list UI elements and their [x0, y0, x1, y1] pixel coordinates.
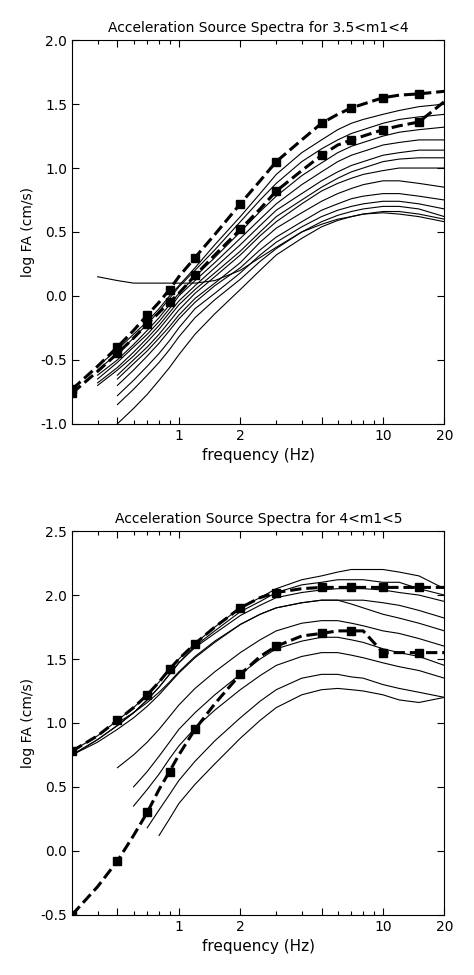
Y-axis label: log FA (cm/s): log FA (cm/s)	[21, 187, 35, 277]
Y-axis label: log FA (cm/s): log FA (cm/s)	[21, 678, 35, 768]
Title: Acceleration Source Spectra for 3.5<m1<4: Acceleration Source Spectra for 3.5<m1<4	[108, 20, 409, 35]
X-axis label: frequency (Hz): frequency (Hz)	[202, 939, 315, 955]
X-axis label: frequency (Hz): frequency (Hz)	[202, 448, 315, 463]
Title: Acceleration Source Spectra for 4<m1<5: Acceleration Source Spectra for 4<m1<5	[115, 512, 402, 526]
